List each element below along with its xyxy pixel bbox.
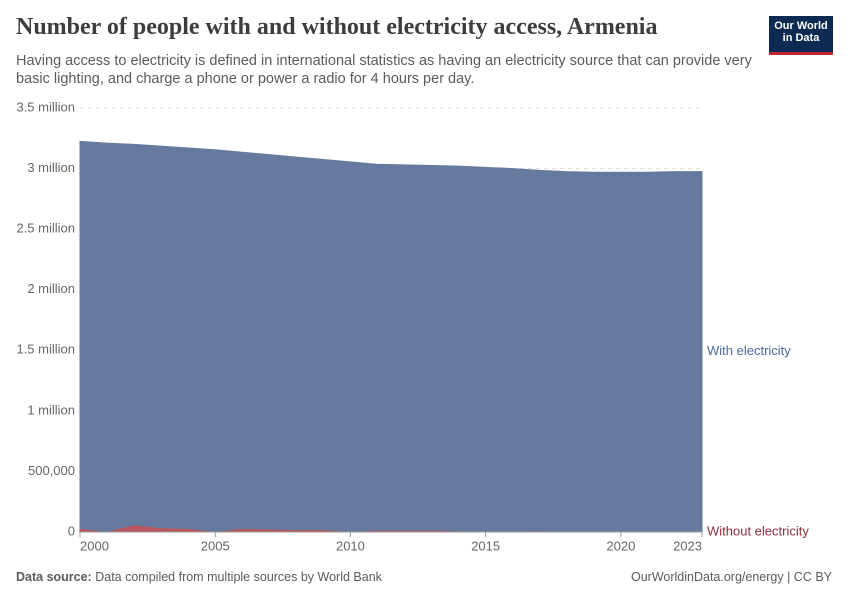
chart-subtitle: Having access to electricity is defined … — [16, 53, 752, 87]
x-tick-label: 2015 — [471, 538, 500, 553]
x-tick-label: 2000 — [80, 538, 109, 553]
y-tick-label: 3 million — [27, 160, 75, 175]
y-tick-label: 500,000 — [28, 463, 75, 478]
series-label: With electricity — [707, 343, 791, 358]
x-tick-label: 2020 — [606, 538, 635, 553]
y-tick-label: 2.5 million — [16, 221, 75, 236]
logo[interactable]: Our World in Data — [769, 16, 833, 55]
footer-credit[interactable]: OurWorldinData.org/energy | CC BY — [630, 570, 832, 584]
footer-source: Data source: Data compiled from multiple… — [16, 570, 382, 584]
y-tick-label: 1.5 million — [16, 342, 75, 357]
x-tick-label: 2005 — [201, 538, 230, 553]
series-label: Without electricity — [707, 523, 809, 538]
y-tick-label: 1 million — [27, 402, 75, 417]
y-tick-label: 0 — [68, 523, 75, 538]
x-tick-label: 2023 — [673, 538, 702, 553]
y-tick-label: 2 million — [27, 281, 75, 296]
source-label: Data source: — [16, 570, 92, 584]
source: Data compiled from multiple sources by W… — [95, 570, 382, 584]
area — [79, 140, 703, 533]
x-tick-label: 2010 — [336, 538, 365, 553]
y-tick-label: 3.5 million — [16, 99, 75, 114]
chart-title: Number of people with and without electr… — [16, 14, 658, 40]
